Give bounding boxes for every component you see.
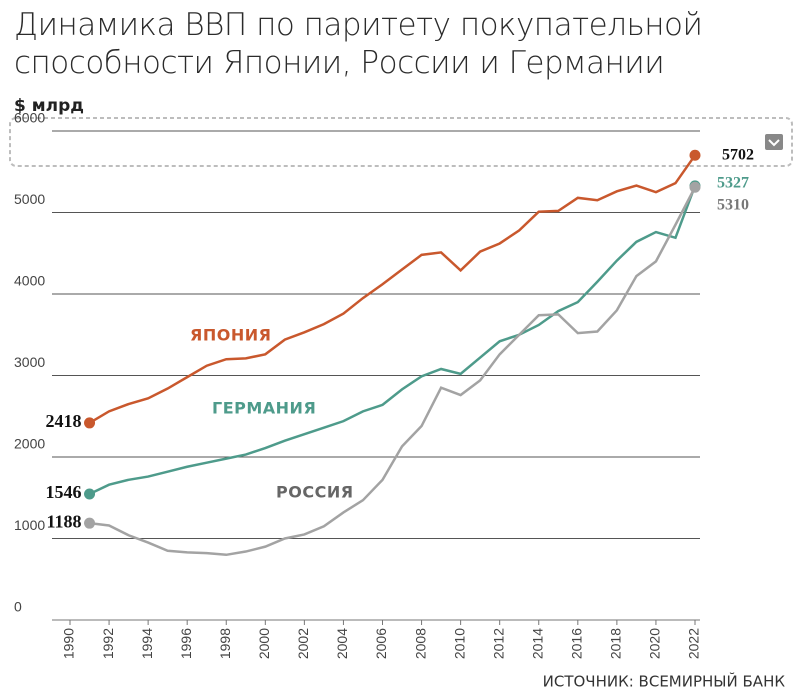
y-tick-label: 4000 (14, 273, 45, 289)
x-tick-label: 2006 (373, 628, 389, 659)
end-marker (84, 517, 96, 529)
x-tick-label: 1998 (217, 628, 233, 659)
x-tick-label: 2004 (334, 628, 350, 659)
y-tick-label: 2000 (14, 436, 45, 452)
x-tick-label: 2002 (295, 628, 311, 659)
series-line (89, 186, 697, 557)
x-tick-label: 1990 (61, 628, 77, 659)
start-value-label: 2418 (46, 411, 82, 431)
end-value-label: 5327 (717, 175, 749, 192)
end-value-label: 5702 (722, 147, 754, 164)
x-tick-label: 1994 (139, 628, 155, 659)
x-tick-label: 2018 (608, 628, 624, 659)
end-marker (84, 417, 96, 429)
end-value-label: 5310 (717, 197, 749, 214)
end-marker (689, 149, 701, 161)
end-marker (689, 181, 701, 193)
y-tick-label: 5000 (14, 191, 45, 207)
x-tick-label: 1992 (100, 628, 116, 659)
x-tick-label: 2010 (451, 628, 467, 659)
chevron-button[interactable] (765, 134, 783, 150)
chart-title: Динамика ВВП по паритету покупательной с… (14, 7, 703, 81)
end-marker (84, 488, 96, 500)
x-tick-label: 2022 (686, 628, 702, 659)
source: ИСТОЧНИК: ВСЕМИРНЫЙ БАНК (543, 672, 786, 691)
series-label: ГЕРМАНИЯ (212, 399, 316, 418)
x-tick-label: 1996 (178, 628, 194, 659)
x-tick-label: 2014 (529, 628, 545, 659)
x-tick-label: 2016 (569, 628, 585, 659)
y-axis-label: $ млрд (14, 96, 84, 116)
series-line (88, 185, 697, 496)
y-tick-label: 1000 (14, 517, 45, 533)
start-value-label: 1188 (47, 511, 82, 531)
y-tick-label: 6000 (14, 110, 45, 126)
start-value-label: 1546 (46, 482, 82, 502)
series-label: ЯПОНИЯ (190, 326, 271, 345)
x-tick-label: 2000 (256, 628, 272, 659)
x-tick-label: 2012 (490, 628, 506, 659)
series-label: РОССИЯ (276, 483, 354, 502)
highlight-box (9, 117, 793, 167)
chevron-icon (768, 139, 780, 147)
y-tick-label: 3000 (14, 354, 45, 370)
series-line (88, 154, 697, 425)
y-tick-label: 0 (14, 599, 22, 615)
x-tick-label: 2008 (412, 628, 428, 659)
x-tick-label: 2020 (647, 628, 663, 659)
